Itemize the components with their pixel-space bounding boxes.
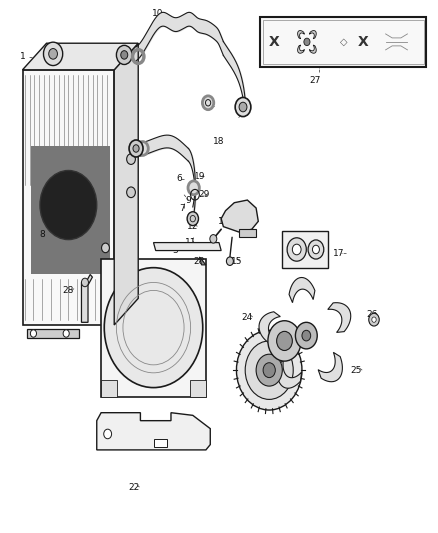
Bar xyxy=(27,329,79,338)
Text: 21: 21 xyxy=(109,318,120,327)
Text: 14: 14 xyxy=(242,222,253,231)
Circle shape xyxy=(187,212,198,225)
Circle shape xyxy=(121,51,128,59)
Text: 3: 3 xyxy=(173,246,178,255)
Text: 9: 9 xyxy=(124,52,130,61)
Circle shape xyxy=(63,330,69,337)
Bar xyxy=(101,259,206,397)
Circle shape xyxy=(235,98,251,117)
Circle shape xyxy=(295,322,317,349)
Circle shape xyxy=(226,257,233,265)
Circle shape xyxy=(268,321,301,361)
Text: ◇: ◇ xyxy=(340,37,347,47)
Polygon shape xyxy=(22,43,138,70)
Circle shape xyxy=(312,245,319,254)
Circle shape xyxy=(263,363,276,377)
Circle shape xyxy=(102,243,110,253)
Polygon shape xyxy=(114,43,138,325)
Polygon shape xyxy=(31,147,110,274)
Text: 20: 20 xyxy=(161,318,172,327)
Circle shape xyxy=(308,240,324,259)
Circle shape xyxy=(81,278,88,287)
Text: 6: 6 xyxy=(177,174,183,183)
Circle shape xyxy=(292,244,301,255)
Bar xyxy=(263,20,424,64)
Text: 27: 27 xyxy=(309,76,321,85)
Circle shape xyxy=(256,354,283,386)
Text: 1: 1 xyxy=(20,52,25,61)
Text: 12: 12 xyxy=(205,100,216,109)
Polygon shape xyxy=(289,278,315,303)
Bar xyxy=(239,229,256,237)
Polygon shape xyxy=(81,274,92,322)
Circle shape xyxy=(137,142,148,156)
Circle shape xyxy=(245,341,293,399)
Polygon shape xyxy=(328,303,351,333)
Circle shape xyxy=(104,429,112,439)
Circle shape xyxy=(117,45,132,64)
Polygon shape xyxy=(318,352,343,382)
Circle shape xyxy=(237,330,302,410)
Polygon shape xyxy=(259,312,280,343)
Text: 26: 26 xyxy=(366,310,378,319)
Polygon shape xyxy=(297,30,304,39)
Text: 25: 25 xyxy=(351,366,362,375)
Circle shape xyxy=(40,171,97,240)
Circle shape xyxy=(369,313,379,326)
Circle shape xyxy=(129,140,143,157)
Text: 8: 8 xyxy=(39,230,45,239)
Polygon shape xyxy=(153,243,221,251)
Text: 19: 19 xyxy=(194,172,205,181)
Text: 13: 13 xyxy=(218,217,229,226)
Text: X: X xyxy=(358,35,369,49)
Text: 24: 24 xyxy=(242,312,253,321)
Circle shape xyxy=(30,330,36,337)
Circle shape xyxy=(372,317,376,322)
Text: 28: 28 xyxy=(63,286,74,295)
Circle shape xyxy=(133,145,139,152)
Bar xyxy=(153,439,166,447)
Bar xyxy=(261,17,426,67)
Text: 7: 7 xyxy=(179,204,185,213)
Circle shape xyxy=(188,181,199,195)
Circle shape xyxy=(304,38,310,46)
Circle shape xyxy=(287,238,306,261)
Text: 29: 29 xyxy=(198,190,209,199)
Circle shape xyxy=(202,96,214,110)
Text: 15: 15 xyxy=(231,257,242,265)
Text: 28: 28 xyxy=(194,257,205,265)
Text: 10: 10 xyxy=(152,10,164,19)
Polygon shape xyxy=(221,200,258,232)
Text: 5: 5 xyxy=(74,52,80,61)
Circle shape xyxy=(127,154,135,165)
Text: 9: 9 xyxy=(186,196,191,205)
Polygon shape xyxy=(310,45,316,53)
Text: X: X xyxy=(268,35,279,49)
Polygon shape xyxy=(297,45,304,53)
Circle shape xyxy=(302,330,311,341)
Circle shape xyxy=(127,187,135,198)
Circle shape xyxy=(43,42,63,66)
Polygon shape xyxy=(310,30,316,39)
Polygon shape xyxy=(199,257,206,265)
Bar xyxy=(101,380,117,397)
Circle shape xyxy=(104,268,203,387)
Circle shape xyxy=(49,49,57,59)
Bar xyxy=(283,231,328,268)
Text: 12: 12 xyxy=(187,222,198,231)
Bar xyxy=(22,70,114,325)
Text: 23: 23 xyxy=(251,387,262,396)
Circle shape xyxy=(277,332,292,351)
Text: 17: 17 xyxy=(333,249,345,258)
Text: 16: 16 xyxy=(298,249,310,258)
Text: 22: 22 xyxy=(128,482,139,491)
Text: 11: 11 xyxy=(185,238,196,247)
Circle shape xyxy=(239,102,247,112)
Bar xyxy=(190,380,206,397)
Polygon shape xyxy=(277,360,302,388)
Text: 18: 18 xyxy=(213,137,225,146)
Polygon shape xyxy=(97,413,210,450)
Circle shape xyxy=(210,235,217,243)
